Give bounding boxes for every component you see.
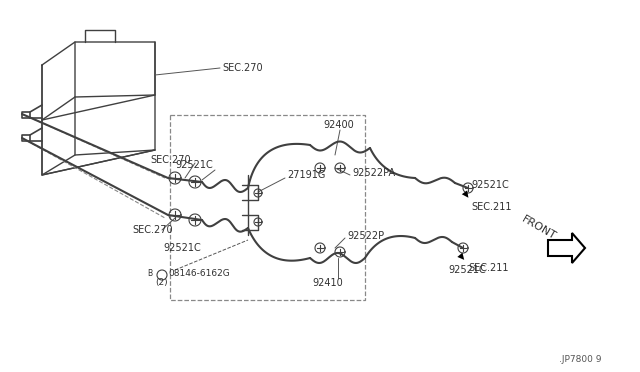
Text: 08146-6162G: 08146-6162G	[168, 269, 230, 278]
Text: .JP7800 9: .JP7800 9	[559, 356, 602, 365]
Text: 92521C: 92521C	[175, 160, 212, 170]
Text: SEC.270: SEC.270	[132, 225, 173, 235]
Text: 92521C: 92521C	[448, 265, 486, 275]
Text: SEC.270: SEC.270	[222, 63, 262, 73]
Text: (2): (2)	[156, 278, 168, 286]
Text: 92400: 92400	[323, 120, 354, 130]
Text: 92410: 92410	[312, 278, 343, 288]
Text: SEC.211: SEC.211	[468, 263, 509, 273]
Text: 92521C: 92521C	[471, 180, 509, 190]
Text: FRONT: FRONT	[520, 214, 558, 242]
Text: 92522P: 92522P	[347, 231, 384, 241]
Text: 92522PA: 92522PA	[352, 168, 395, 178]
Text: B: B	[147, 269, 152, 278]
Text: 27191G: 27191G	[287, 170, 325, 180]
Text: 92521C: 92521C	[163, 243, 201, 253]
Polygon shape	[548, 233, 585, 263]
Text: SEC.211: SEC.211	[471, 202, 511, 212]
Text: SEC.270: SEC.270	[150, 155, 191, 165]
